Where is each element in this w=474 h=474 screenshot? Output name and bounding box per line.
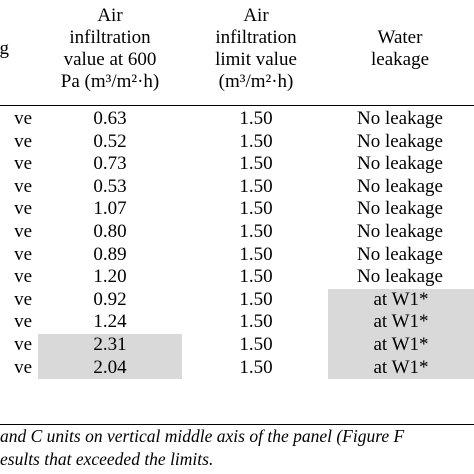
infiltration-limit: 1.50 <box>239 108 273 129</box>
infiltration-limit: 1.50 <box>239 334 273 355</box>
infiltration-limit: 1.50 <box>239 243 273 265</box>
table-row: ve 0.73 1.50 No leakage <box>0 153 474 176</box>
header-col-2-line-4: Pa (m³/m²·h) <box>60 71 160 92</box>
infiltration-value: 1.20 <box>93 266 127 288</box>
infiltration-limit: 1.50 <box>239 288 273 310</box>
header-col-3-line-4: (m³/m²·h) <box>218 71 294 92</box>
row-label: ve <box>14 288 32 310</box>
footnote-line-2: esults that exceeded the limits. <box>0 449 214 469</box>
infiltration-value: 0.89 <box>93 243 127 265</box>
water-leakage: No leakage <box>357 243 443 265</box>
table-row: ve 0.92 1.50 at W1* <box>0 288 474 312</box>
water-leakage: No leakage <box>357 153 443 175</box>
infiltration-limit: 1.50 <box>239 356 273 378</box>
infiltration-limit: 1.50 <box>239 175 273 197</box>
table-row: ve 0.89 1.50 No leakage <box>0 244 474 267</box>
header-col-3: Air infiltration limit value (m³/m²·h) <box>186 5 326 93</box>
row-label: ve <box>14 243 32 265</box>
header-col-4: Water leakage <box>330 27 470 71</box>
water-leakage: No leakage <box>357 108 443 129</box>
row-label: ve <box>14 266 32 288</box>
infiltration-value: 1.07 <box>93 198 127 220</box>
infiltration-value: 0.80 <box>93 221 127 242</box>
water-leakage: No leakage <box>357 130 443 152</box>
table-row: ve 0.80 1.50 No leakage <box>0 221 474 244</box>
water-leakage: No leakage <box>357 198 443 220</box>
row-label: ve <box>14 198 32 220</box>
header-col-1-line: ng <box>0 38 9 59</box>
infiltration-limit: 1.50 <box>239 153 273 175</box>
water-leakage: No leakage <box>357 221 443 242</box>
table-row: ve 1.24 1.50 at W1* <box>0 311 474 334</box>
header-col-3-line-1: Air <box>243 5 269 26</box>
footnote-line-1: and C units on vertical middle axis of t… <box>0 426 405 446</box>
header-bottom-rule <box>0 105 474 106</box>
row-label: ve <box>14 334 32 355</box>
header-col-3-line-2: infiltration <box>215 27 297 48</box>
infiltration-limit: 1.50 <box>239 266 273 288</box>
water-leakage: at W1* <box>328 311 474 334</box>
table-row: ve 0.52 1.50 No leakage <box>0 131 474 154</box>
header-col-3-line-3: limit value <box>215 49 297 70</box>
water-leakage: at W1* <box>328 288 474 312</box>
row-label: ve <box>14 108 32 129</box>
infiltration-limit: 1.50 <box>239 311 273 333</box>
water-leakage: No leakage <box>357 266 443 288</box>
row-label: ve <box>14 221 32 242</box>
infiltration-value: 0.52 <box>93 130 127 152</box>
water-leakage: at W1* <box>328 334 474 357</box>
table-row: ve 2.31 1.50 at W1* <box>0 334 474 357</box>
row-label: ve <box>14 175 32 197</box>
row-label: ve <box>14 356 32 378</box>
table-row: ve 0.53 1.50 No leakage <box>0 176 474 199</box>
infiltration-value: 1.24 <box>93 311 127 333</box>
infiltration-value: 0.53 <box>93 175 127 197</box>
infiltration-value: 0.73 <box>93 153 127 175</box>
infiltration-value: 0.63 <box>93 108 127 129</box>
infiltration-limit: 1.50 <box>239 221 273 242</box>
table-row: ve 1.07 1.50 No leakage <box>0 198 474 221</box>
row-label: ve <box>14 130 32 152</box>
infiltration-limit: 1.50 <box>239 198 273 220</box>
header-col-2-line-2: infiltration <box>69 27 151 48</box>
table-row: ve 2.04 1.50 at W1* <box>0 356 474 380</box>
infiltration-value: 0.92 <box>93 288 127 310</box>
header-col-2-line-3: value at 600 <box>63 49 157 70</box>
header-col-2: Air infiltration value at 600 Pa (m³/m²·… <box>40 5 180 93</box>
table-row: ve 1.20 1.50 No leakage <box>0 266 474 289</box>
header-col-1: ng <box>0 38 50 60</box>
table-bottom-rule <box>0 424 474 425</box>
header-col-4-line-1: Water <box>377 27 423 48</box>
infiltration-value: 2.04 <box>38 356 182 380</box>
row-label: ve <box>14 153 32 175</box>
header-col-4-line-2: leakage <box>370 49 429 70</box>
header-col-2-line-1: Air <box>97 5 123 26</box>
infiltration-value: 2.31 <box>38 334 182 357</box>
table-row: ve 0.63 1.50 No leakage <box>0 108 474 131</box>
row-label: ve <box>14 311 32 333</box>
water-leakage: No leakage <box>357 175 443 197</box>
infiltration-limit: 1.50 <box>239 130 273 152</box>
water-leakage: at W1* <box>328 356 474 380</box>
